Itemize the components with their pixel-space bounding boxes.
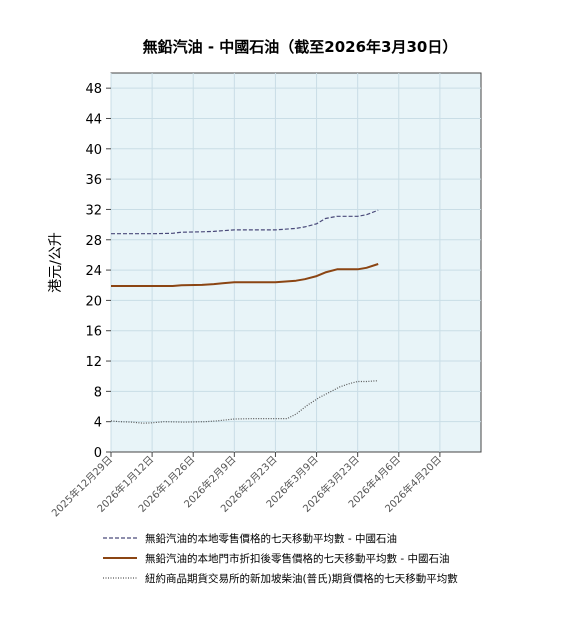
series-lines: [110, 209, 379, 424]
y-tick-label: 28: [85, 234, 102, 249]
x-axis-ticks: 2025年12月29日2026年1月12日2026年1月26日2026年2月9日…: [49, 452, 444, 519]
y-tick-label: 20: [85, 294, 102, 309]
y-tick-label: 0: [94, 446, 102, 461]
y-tick-label: 32: [85, 203, 102, 218]
legend-label: 無鉛汽油的本地零售價格的七天移動平均數 - 中國石油: [145, 532, 397, 545]
y-tick-label: 44: [85, 112, 102, 127]
grid-lines: [110, 73, 481, 452]
legend-label: 無鉛汽油的本地門市折扣後零售價格的七天移動平均數 - 中國石油: [145, 552, 449, 565]
y-tick-label: 8: [94, 385, 102, 400]
chart-title: 無鉛汽油 - 中國石油（截至2026年3月30日）: [142, 38, 458, 56]
y-tick-label: 36: [85, 173, 102, 188]
y-tick-label: 48: [85, 82, 102, 97]
legend-label: 紐約商品期貨交易所的新加坡柴油(普氏)期貨價格的七天移動平均數: [145, 572, 458, 585]
legend: 無鉛汽油的本地零售價格的七天移動平均數 - 中國石油無鉛汽油的本地門市折扣後零售…: [103, 532, 458, 585]
series-line-solid: [111, 263, 379, 287]
y-axis-label: 港元/公升: [48, 232, 64, 293]
y-tick-label: 16: [85, 325, 102, 340]
plot-area: [110, 72, 482, 453]
y-tick-label: 40: [85, 143, 102, 158]
y-tick-label: 24: [85, 264, 102, 279]
series-line-dashed: [111, 209, 379, 235]
series-line-dotted: [110, 380, 379, 424]
y-tick-label: 4: [94, 416, 102, 431]
y-tick-label: 12: [85, 355, 102, 370]
